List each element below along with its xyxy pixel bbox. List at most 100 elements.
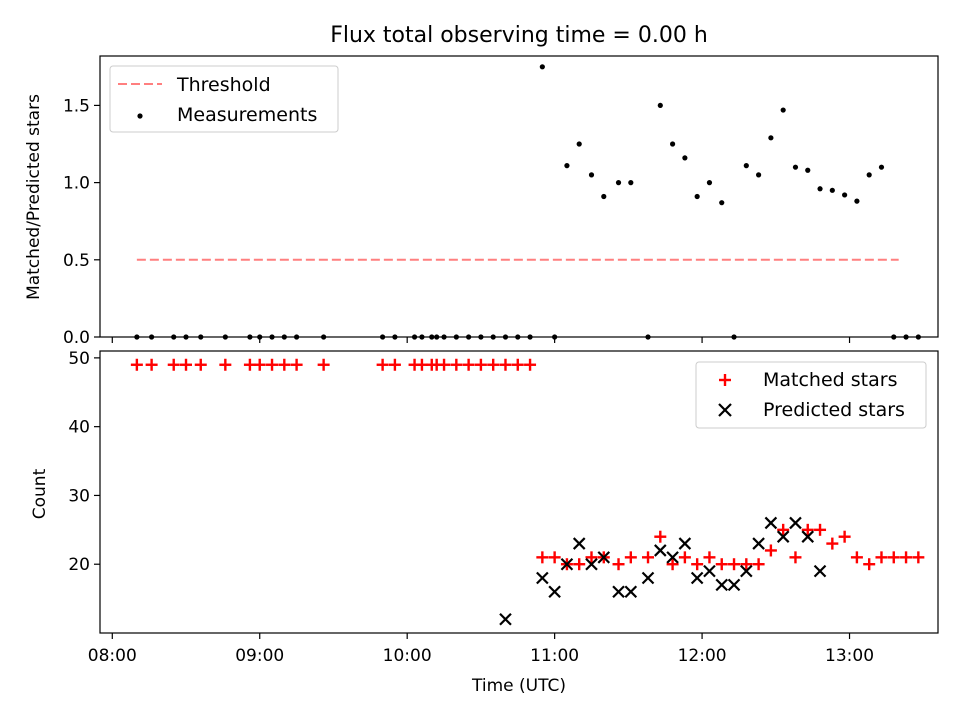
matched-star-point xyxy=(728,558,741,571)
matched-star-point xyxy=(612,558,625,571)
ratio-legend-frame xyxy=(109,65,339,133)
x-tick-label: 09:00 xyxy=(235,646,284,666)
predicted-star-point xyxy=(801,530,815,543)
ratio-y-tick-label: 0.0 xyxy=(63,328,90,348)
matched-star-point xyxy=(194,358,207,371)
count-y-tick-label: 50 xyxy=(68,349,90,369)
predicted-star-point xyxy=(666,551,679,564)
matched-star-point xyxy=(838,530,851,543)
predicted-star-point xyxy=(597,551,611,564)
predicted-legend-label: Predicted stars xyxy=(763,399,905,421)
x-tick-label: 10:00 xyxy=(383,646,432,666)
matched-star-point xyxy=(450,358,463,371)
matched-star-point xyxy=(462,358,475,371)
matched-star-point xyxy=(388,358,401,371)
predicted-star-point xyxy=(678,537,692,550)
matched-star-point xyxy=(438,358,451,371)
predicted-star-point xyxy=(624,585,638,599)
ratio-panel: 0.0 0.5 1.0 1.5 Matched/Predicted stars Thr… xyxy=(24,55,939,348)
measurement-point xyxy=(657,102,663,109)
measurement-point xyxy=(866,172,872,178)
count-marks xyxy=(130,358,925,626)
measurement-point xyxy=(756,172,762,178)
chart-title: Flux total observing time = 0.00 h xyxy=(330,23,708,48)
x-tick-label: 13:00 xyxy=(825,646,874,666)
measurement-point xyxy=(628,180,634,186)
ratio-legend: Threshold Measurements xyxy=(109,65,339,133)
measurement-point xyxy=(817,186,823,192)
matched-star-point xyxy=(573,558,586,571)
predicted-star-point xyxy=(641,571,655,585)
threshold-legend-label: Threshold xyxy=(176,74,271,96)
measurement-point xyxy=(694,193,700,200)
matched-star-point xyxy=(167,358,180,371)
count-y-tick-label: 20 xyxy=(68,555,90,575)
predicted-star-point xyxy=(560,557,574,571)
matched-star-point xyxy=(764,544,777,557)
matched-star-point xyxy=(715,558,728,571)
measurement-point xyxy=(878,164,885,170)
matched-star-point xyxy=(290,358,303,371)
x-axis-label: Time (UTC) xyxy=(471,676,566,696)
matched-star-point xyxy=(691,558,704,571)
measurement-point xyxy=(576,141,582,147)
matched-star-point xyxy=(511,358,524,371)
matched-star-point xyxy=(654,530,667,543)
measurement-point xyxy=(743,163,749,169)
predicted-star-point xyxy=(572,537,586,550)
matched-star-point xyxy=(487,358,500,371)
predicted-legend-swatch xyxy=(718,403,732,417)
predicted-star-point xyxy=(612,585,625,599)
matched-star-point xyxy=(219,358,232,371)
predicted-star-point xyxy=(813,564,827,578)
matched-star-point xyxy=(145,358,158,371)
predicted-star-point xyxy=(764,516,778,530)
measurement-point xyxy=(564,163,570,169)
count-y-tick-label: 30 xyxy=(68,486,90,506)
matched-star-point xyxy=(266,358,279,371)
matched-star-point xyxy=(474,358,487,371)
matched-star-point xyxy=(278,358,291,371)
measurement-point xyxy=(601,193,607,200)
predicted-star-point xyxy=(727,578,741,592)
matched-legend-swatch xyxy=(719,374,731,386)
matched-star-point xyxy=(777,523,790,536)
matched-star-point xyxy=(826,537,839,550)
measurement-point xyxy=(854,198,860,204)
measurement-point xyxy=(842,192,848,198)
predicted-star-point xyxy=(715,578,729,592)
measurement-point xyxy=(719,200,725,206)
predicted-star-point xyxy=(789,516,802,530)
measurement-point xyxy=(792,164,799,170)
matched-star-point xyxy=(642,551,655,564)
ratio-y-tick-label: 1.5 xyxy=(63,96,90,116)
predicted-star-point xyxy=(740,564,753,578)
predicted-star-point xyxy=(752,537,765,550)
count-y-tick-label: 40 xyxy=(68,418,90,438)
matched-star-point xyxy=(863,558,876,571)
count-axes-frame xyxy=(99,350,939,634)
measurement-point xyxy=(588,172,595,178)
matched-star-point xyxy=(814,523,827,536)
matched-star-point xyxy=(875,551,888,564)
matched-star-point xyxy=(752,558,765,571)
ratio-y-tick-label: 1.0 xyxy=(63,174,90,194)
ratio-y-axis-label: Matched/Predicted stars xyxy=(24,94,44,300)
matched-star-point xyxy=(624,551,637,564)
x-tick-label: 08:00 xyxy=(88,646,137,666)
matched-star-point xyxy=(548,551,561,564)
measurement-point xyxy=(829,187,835,193)
predicted-star-point xyxy=(548,585,561,599)
matched-star-point xyxy=(253,358,266,371)
measurement-point xyxy=(539,64,545,70)
matched-legend-label: Matched stars xyxy=(763,369,897,391)
matched-star-point xyxy=(900,551,913,564)
x-tick-label: 11:00 xyxy=(530,646,579,666)
matched-star-point xyxy=(703,551,716,564)
matched-star-point xyxy=(850,551,863,564)
count-legend: Matched stars Predicted stars xyxy=(695,361,927,429)
matched-star-point xyxy=(666,558,679,571)
measurement-point xyxy=(669,141,676,147)
matched-star-point xyxy=(180,358,193,371)
